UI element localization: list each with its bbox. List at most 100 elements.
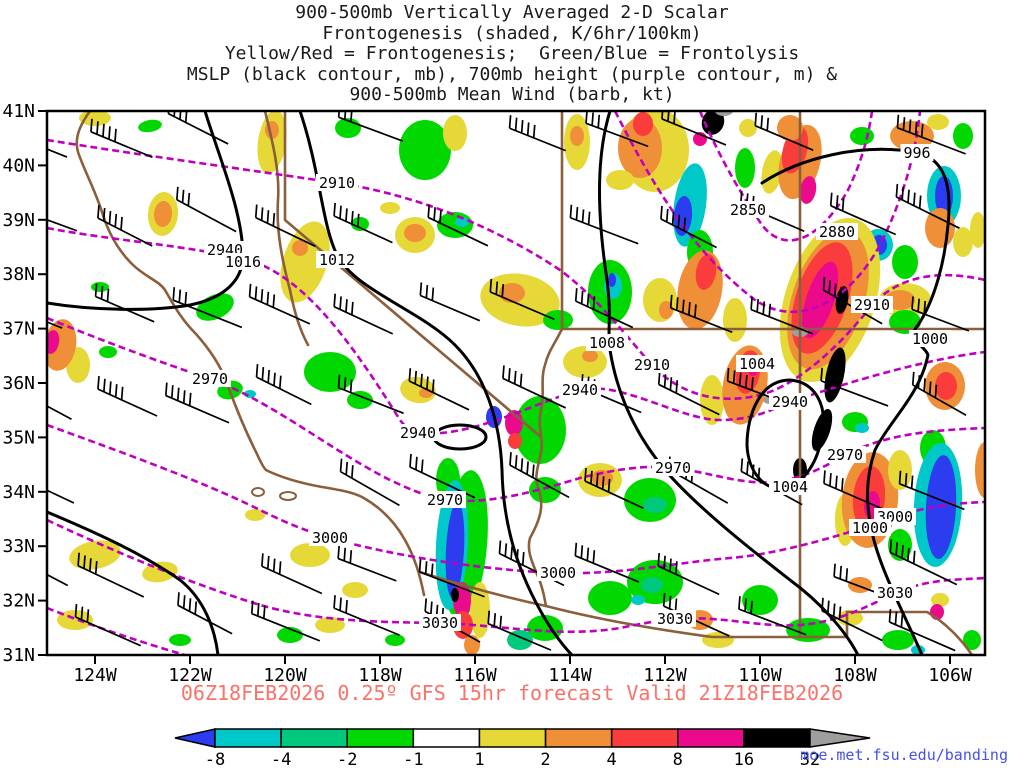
barb-tick	[339, 597, 342, 611]
barb-tick	[510, 546, 513, 560]
barb-tick	[170, 385, 174, 399]
height-contour-label: 3000	[540, 564, 576, 582]
barb-tick	[114, 213, 118, 228]
barb-staff	[176, 199, 237, 233]
wind-barb	[508, 115, 566, 152]
colorbar-tick-label: -4	[271, 750, 291, 768]
barb-tick	[508, 115, 512, 129]
barb-tick	[668, 595, 672, 609]
height-contour-label-bg	[419, 614, 461, 631]
shading-blob	[618, 118, 662, 178]
wind-barb	[911, 296, 970, 332]
barb-tick	[823, 470, 826, 484]
lon-axis-label: 118W	[358, 665, 402, 686]
barb-tick	[662, 592, 666, 607]
barb-tick	[835, 195, 839, 209]
barb-staff	[657, 565, 720, 596]
barb-tick	[350, 211, 354, 225]
barb-tick	[681, 299, 685, 313]
shading-blob	[931, 593, 949, 607]
barb-tick	[661, 111, 664, 119]
wind-barb	[823, 470, 885, 511]
barb-tick	[895, 542, 899, 556]
height-contour-label-bg	[727, 201, 769, 218]
shading-blob	[588, 581, 632, 615]
wind-barb	[333, 293, 394, 335]
shading-blob	[399, 120, 451, 180]
barb-tick	[667, 111, 670, 122]
state-border-line	[283, 111, 548, 608]
barb-staff	[489, 291, 555, 321]
barb-tick	[896, 114, 900, 128]
barb-staff	[97, 388, 158, 417]
barb-tick	[424, 598, 428, 612]
shading-blob	[99, 346, 117, 358]
shading-blob	[79, 111, 111, 126]
wind-barb	[427, 204, 489, 247]
barb-tick	[913, 192, 916, 206]
state-border-line	[263, 111, 310, 347]
shading-blob	[153, 201, 173, 227]
height-contour-line	[47, 138, 985, 401]
barb-staff	[427, 216, 489, 247]
site-link[interactable]: moe.met.fsu.edu/banding	[800, 746, 1008, 764]
wind-barb	[175, 186, 237, 233]
lon-axis-label: 116W	[453, 665, 497, 686]
wind-barb	[94, 283, 155, 323]
height-contour-label-bg	[769, 393, 811, 410]
height-contour-label-bg	[652, 459, 694, 476]
barb-tick	[349, 550, 353, 564]
barb-tick	[669, 294, 673, 309]
lat-axis-label: 33N	[2, 536, 35, 557]
barb-tick	[256, 603, 260, 617]
barb-tick	[835, 475, 838, 489]
barb-tick	[738, 372, 742, 386]
barb-staff	[167, 112, 229, 145]
barb-tick	[260, 207, 264, 221]
barb-tick	[586, 547, 590, 561]
barb-tick	[520, 119, 524, 134]
height-contour-label: 2850	[730, 201, 766, 219]
barb-tick	[194, 601, 198, 615]
barb-tick	[738, 596, 741, 610]
shading-blob	[850, 127, 874, 145]
shading-blob	[723, 298, 747, 342]
barb-tick	[187, 192, 191, 206]
barb-staff	[584, 480, 644, 509]
lon-axis-label: 124W	[73, 665, 117, 686]
wind-barb	[47, 489, 75, 504]
barb-tick	[177, 592, 180, 606]
barb-staff	[333, 305, 394, 335]
barb-tick	[6, 293, 7, 306]
shading-blob	[445, 502, 465, 598]
barb-tick	[586, 293, 590, 307]
colorbar-segment	[478, 728, 547, 748]
colorbar-segment	[743, 728, 811, 748]
barb-tick	[694, 304, 697, 318]
height-contour-label: 2970	[427, 491, 463, 509]
barb-tick	[569, 204, 573, 218]
barb-tick	[0, 290, 1, 303]
shading-layer	[47, 111, 985, 655]
shading-blob	[404, 224, 426, 242]
shading-blob	[801, 261, 839, 339]
wind-barb	[820, 367, 889, 407]
barb-tick	[750, 296, 753, 310]
height-contour-label-bg	[824, 446, 866, 463]
mslp-contour-label: 996	[903, 144, 930, 162]
barb-tick	[499, 615, 503, 629]
barb-tick	[581, 209, 585, 223]
barb-tick	[427, 204, 431, 218]
mslp-contour-label-bg	[316, 251, 358, 268]
wind-barb	[333, 202, 393, 244]
barb-tick	[918, 195, 922, 209]
barb-tick	[607, 478, 611, 493]
wind-barb	[261, 553, 323, 595]
barb-tick	[96, 121, 99, 135]
shading-blob	[963, 630, 981, 650]
barb-staff	[830, 204, 897, 236]
barb-tick	[907, 189, 910, 203]
wind-barb	[337, 374, 404, 415]
wind-barb	[829, 192, 897, 236]
barb-staff	[502, 377, 567, 409]
